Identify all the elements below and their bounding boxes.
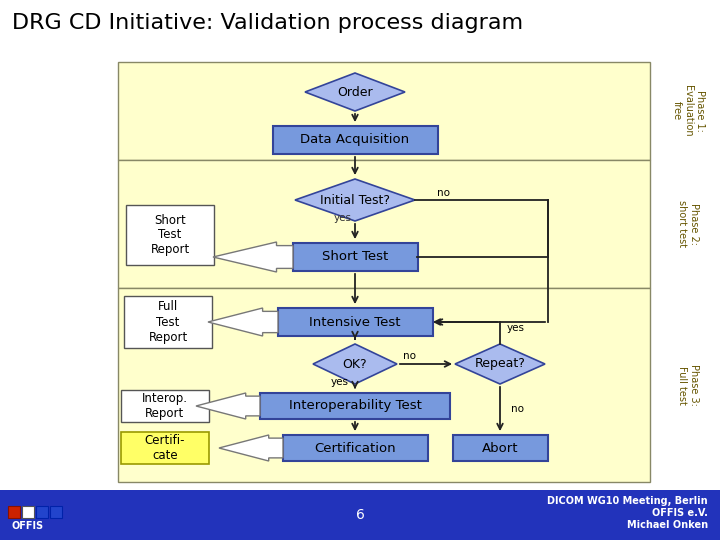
Bar xyxy=(282,435,428,461)
Text: Certification: Certification xyxy=(314,442,396,455)
Bar xyxy=(118,160,650,288)
Bar xyxy=(118,62,650,160)
Text: OFFIS: OFFIS xyxy=(12,521,44,531)
Bar xyxy=(8,506,20,518)
Text: OK?: OK? xyxy=(343,357,367,370)
Text: 6: 6 xyxy=(356,508,364,522)
Bar xyxy=(260,393,450,419)
Text: DICOM WG10 Meeting, Berlin
OFFIS e.V.
Michael Onken: DICOM WG10 Meeting, Berlin OFFIS e.V. Mi… xyxy=(547,496,708,530)
Bar xyxy=(121,432,209,464)
Polygon shape xyxy=(313,344,397,384)
Text: yes: yes xyxy=(331,377,349,387)
Text: DRG CD Initiative: Validation process diagram: DRG CD Initiative: Validation process di… xyxy=(12,13,523,33)
Polygon shape xyxy=(219,435,283,461)
Text: Phase 1:
Evaluation
free: Phase 1: Evaluation free xyxy=(671,85,705,137)
Text: Abort: Abort xyxy=(482,442,518,455)
Text: no: no xyxy=(403,351,416,361)
Bar xyxy=(292,243,418,271)
Text: Data Acquisition: Data Acquisition xyxy=(300,133,410,146)
Polygon shape xyxy=(196,393,260,419)
Polygon shape xyxy=(208,308,278,336)
Bar xyxy=(36,506,48,518)
Text: Phase 2:
short test: Phase 2: short test xyxy=(678,200,699,247)
Polygon shape xyxy=(295,179,415,221)
Text: Phase 3:
Full test: Phase 3: Full test xyxy=(678,364,699,406)
Text: Full
Test
Report: Full Test Report xyxy=(148,300,188,343)
Text: Initial Test?: Initial Test? xyxy=(320,193,390,206)
Text: no: no xyxy=(436,188,449,198)
Bar xyxy=(124,296,212,348)
Polygon shape xyxy=(455,344,545,384)
Bar xyxy=(277,308,433,336)
Text: no: no xyxy=(511,404,524,414)
Bar xyxy=(0,490,720,540)
Text: Short
Test
Report: Short Test Report xyxy=(150,213,189,256)
Text: yes: yes xyxy=(507,323,525,333)
Text: Certifi-
cate: Certifi- cate xyxy=(145,434,185,462)
Text: yes: yes xyxy=(334,213,352,223)
Bar xyxy=(452,435,547,461)
Text: Interop.
Report: Interop. Report xyxy=(142,392,188,420)
Text: Interoperability Test: Interoperability Test xyxy=(289,400,421,413)
Text: Repeat?: Repeat? xyxy=(474,357,526,370)
Bar xyxy=(22,506,34,518)
Bar xyxy=(126,205,214,265)
Text: Order: Order xyxy=(337,85,373,98)
Text: Intensive Test: Intensive Test xyxy=(310,315,401,328)
Bar xyxy=(121,390,209,422)
Bar xyxy=(50,506,62,518)
Polygon shape xyxy=(305,73,405,111)
Polygon shape xyxy=(213,242,293,272)
Bar xyxy=(272,126,438,154)
Text: Short Test: Short Test xyxy=(322,251,388,264)
Bar xyxy=(118,288,650,482)
